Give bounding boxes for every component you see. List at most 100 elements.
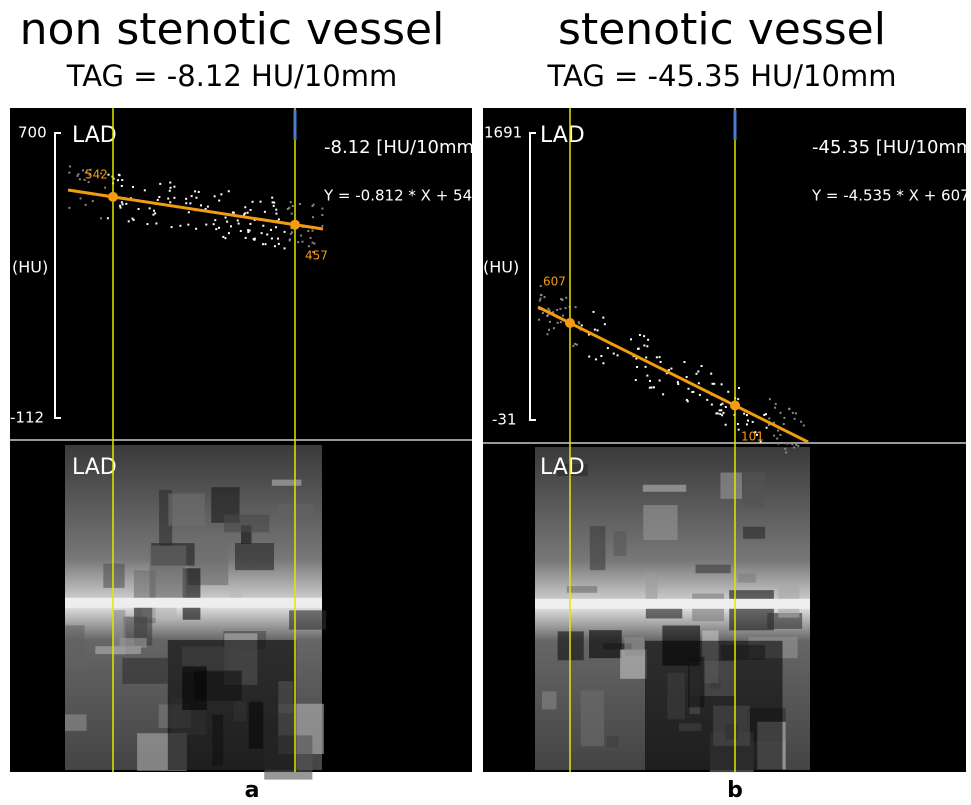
scatter-dot xyxy=(264,211,266,213)
scatter-dot xyxy=(167,198,169,200)
scatter-dot xyxy=(559,308,561,310)
ct-texture xyxy=(607,736,618,747)
scatter-dot xyxy=(777,430,779,432)
slope-text: -45.35 [HU/10mm] xyxy=(812,137,971,158)
scatter-dot xyxy=(159,183,161,185)
scatter-dot xyxy=(121,201,123,203)
scatter-dot xyxy=(200,204,202,206)
scatter-dot xyxy=(260,201,262,203)
scatter-dot xyxy=(769,398,771,400)
scatter-dot xyxy=(645,356,647,358)
panel-title: stenotic vessel xyxy=(558,4,886,55)
scatter-dot xyxy=(119,205,121,207)
scatter-dot xyxy=(289,239,291,241)
scatter-dot xyxy=(158,196,160,198)
scatter-dot xyxy=(643,344,645,346)
scatter-dot xyxy=(721,383,723,385)
scatter-dot xyxy=(800,421,802,423)
scatter-dot xyxy=(312,230,314,232)
scatter-dot xyxy=(773,435,775,437)
scatter-dot xyxy=(738,429,740,431)
scatter-dot xyxy=(556,309,558,311)
scatter-dot xyxy=(133,219,135,221)
scatter-dot xyxy=(613,353,615,355)
scatter-dot xyxy=(226,221,228,223)
scatter-dot xyxy=(205,224,207,226)
scatter-dot xyxy=(198,191,200,193)
y-axis-bottom: -31 xyxy=(492,411,517,429)
scatter-dot xyxy=(76,175,78,177)
regression-point xyxy=(290,220,300,230)
scatter-dot xyxy=(701,365,703,367)
scatter-dot xyxy=(179,225,181,227)
ct-texture xyxy=(65,625,84,668)
ct-texture xyxy=(696,565,731,574)
equation-text: Y = -4.535 * X + 607 xyxy=(811,187,970,205)
scatter-dot xyxy=(92,200,94,202)
ct-texture xyxy=(235,543,274,570)
scatter-dot xyxy=(792,412,794,414)
scatter-dot xyxy=(228,190,230,192)
scatter-dot xyxy=(122,203,124,205)
scatter-dot xyxy=(719,413,721,415)
scatter-dot xyxy=(595,358,597,360)
scatter-dot xyxy=(607,347,609,349)
regression-point xyxy=(565,318,575,328)
scatter-dot xyxy=(308,245,310,247)
scatter-dot xyxy=(794,418,796,420)
scatter-dot xyxy=(232,211,234,213)
scatter-dot xyxy=(791,443,793,445)
scatter-dot xyxy=(737,398,739,400)
ct-texture xyxy=(590,526,606,570)
scatter-dot xyxy=(247,212,249,214)
ct-texture xyxy=(168,494,205,526)
scatter-dot xyxy=(538,319,540,321)
scatter-dot xyxy=(188,211,190,213)
scatter-dot xyxy=(265,243,267,245)
scatter-dot xyxy=(69,165,71,167)
scatter-dot xyxy=(561,298,563,300)
scatter-dot xyxy=(125,203,127,205)
scatter-dot xyxy=(266,234,268,236)
scatter-dot xyxy=(218,227,220,229)
scatter-dot xyxy=(713,383,715,385)
scatter-dot xyxy=(637,348,639,350)
scatter-dot xyxy=(152,214,154,216)
scatter-dot xyxy=(273,205,275,207)
scatter-dot xyxy=(277,238,279,240)
scatter-dot xyxy=(247,231,249,233)
scatter-dot xyxy=(153,210,155,212)
equation-text: Y = -0.812 * X + 542 xyxy=(323,187,482,205)
panel-subtitle: TAG = -45.35 HU/10mm xyxy=(547,59,897,93)
scatter-dot xyxy=(275,213,277,215)
ct-texture xyxy=(743,527,765,539)
scatter-dot xyxy=(253,239,255,241)
scatter-dot xyxy=(656,356,658,358)
scatter-dot xyxy=(546,315,548,317)
scatter-dot xyxy=(687,388,689,390)
scatter-dot xyxy=(321,225,323,227)
scatter-dot xyxy=(185,198,187,200)
scatter-dot xyxy=(594,329,596,331)
scatter-dot xyxy=(635,379,637,381)
scatter-dot xyxy=(311,205,313,207)
scatter-dot xyxy=(222,236,224,238)
scatter-dot xyxy=(220,193,222,195)
ct-texture xyxy=(729,590,774,630)
scatter-dot xyxy=(185,202,187,204)
scatter-dot xyxy=(560,321,562,323)
scatter-dot xyxy=(100,217,102,219)
ct-texture xyxy=(272,480,302,486)
scatter-dot xyxy=(602,362,604,364)
scatter-dot xyxy=(646,345,648,347)
scatter-dot xyxy=(237,219,239,221)
y-axis-top: 700 xyxy=(18,124,47,142)
vessel-label: LAD xyxy=(72,123,117,148)
scatter-dot xyxy=(117,179,119,181)
ct-texture xyxy=(720,473,742,499)
scatter-dot xyxy=(187,224,189,226)
scatter-dot xyxy=(85,204,87,206)
scatter-dot xyxy=(646,375,648,377)
scatter-dot xyxy=(169,201,171,203)
scatter-dot xyxy=(783,423,785,425)
